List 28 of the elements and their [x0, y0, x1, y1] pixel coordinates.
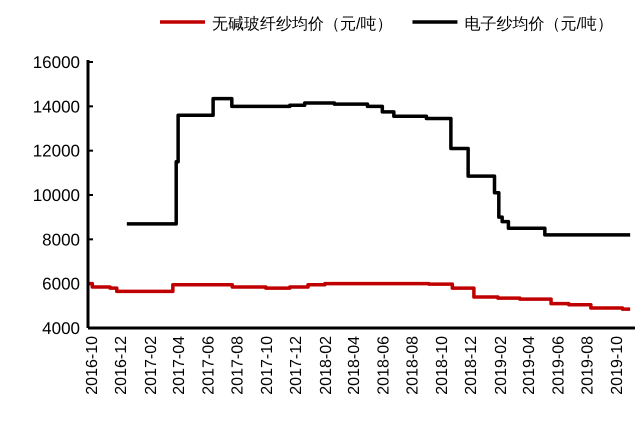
x-tick-label: 2016-10 [84, 336, 101, 395]
legend-label: 电子纱均价（元/吨） [464, 15, 613, 33]
x-tick-label: 2017-08 [230, 336, 247, 395]
x-tick-label: 2019-06 [550, 336, 568, 395]
x-tick-label: 2018-06 [375, 336, 392, 395]
x-tick-label: 2019-08 [580, 336, 597, 395]
y-tick-label: 6000 [42, 274, 80, 294]
y-tick-label: 12000 [32, 142, 80, 161]
x-tick-label: 2017-10 [258, 336, 276, 395]
y-tick-label: 14000 [32, 97, 80, 116]
x-tick-label: 2019-04 [521, 336, 538, 395]
legend-label: 无碱玻纤纱均价（元/吨） [212, 15, 392, 33]
x-tick-label: 2018-08 [404, 336, 422, 395]
x-tick-label: 2017-06 [200, 336, 218, 395]
x-tick-label: 2018-10 [434, 336, 451, 395]
x-tick-label: 2018-02 [318, 336, 335, 395]
x-tick-label: 2016-12 [113, 336, 130, 395]
x-tick-label: 2018-12 [463, 336, 480, 395]
x-tick-label: 2017-02 [142, 336, 160, 395]
x-tick-label: 2017-12 [288, 336, 306, 395]
x-tick-label: 2017-04 [171, 336, 188, 395]
x-tick-label: 2018-04 [346, 336, 364, 395]
x-tick-label: 2019-02 [492, 336, 510, 395]
y-tick-label: 16000 [32, 53, 80, 72]
y-tick-label: 8000 [42, 230, 80, 250]
y-tick-label: 4000 [42, 319, 80, 338]
y-tick-label: 10000 [32, 186, 80, 205]
x-tick-label: 2019-10 [608, 336, 626, 395]
